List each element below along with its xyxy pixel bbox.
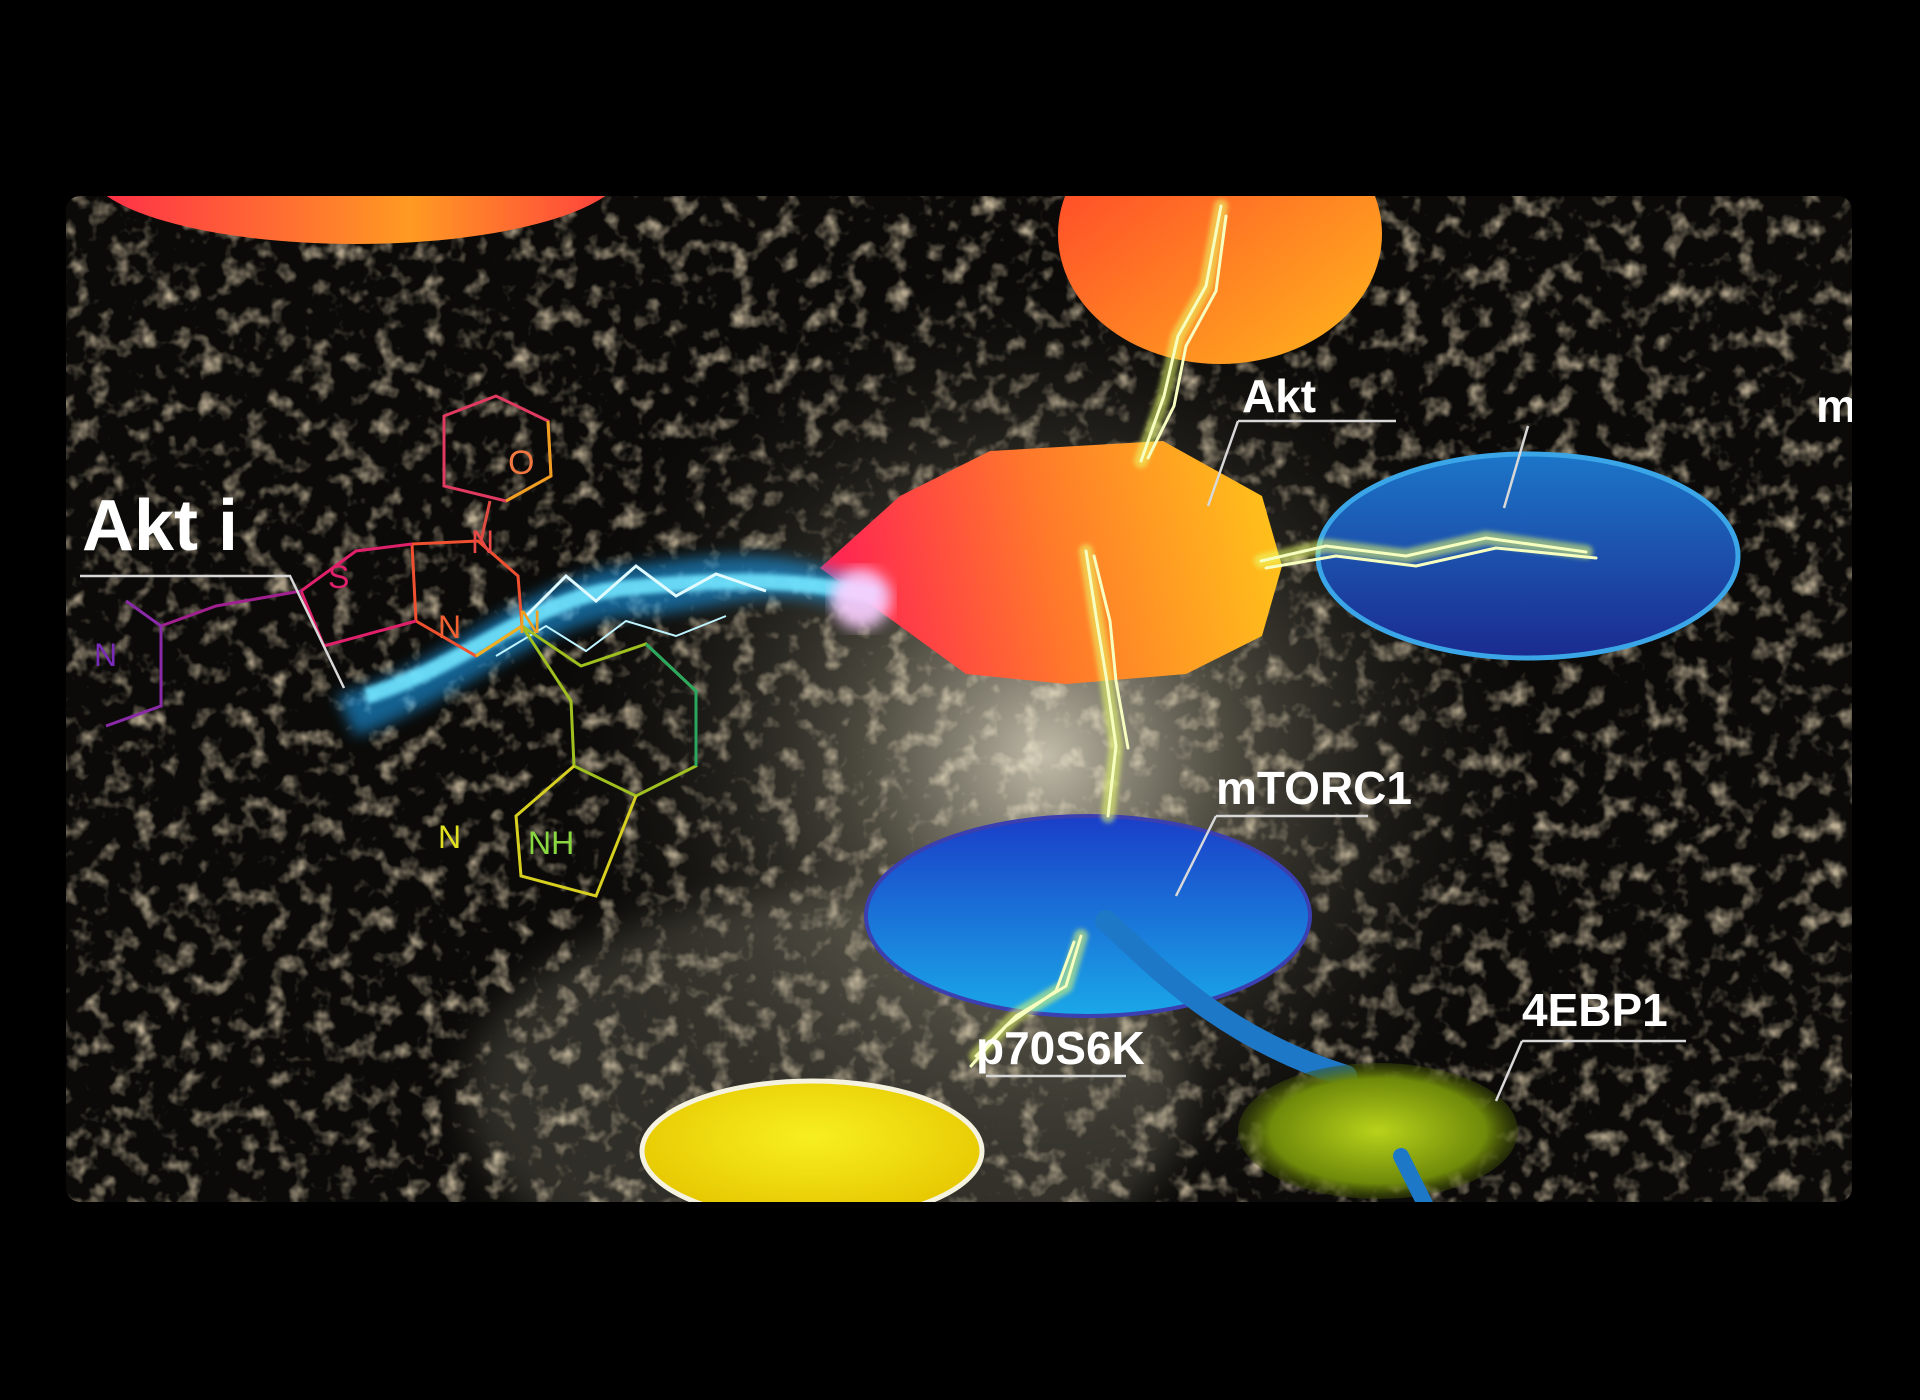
label-akt-inhibitor: Akt i	[82, 486, 238, 566]
atom-oxygen: O	[508, 444, 534, 482]
atom-pyrimidine-n-top: N	[518, 604, 541, 640]
inhibitor-beam	[336, 555, 891, 736]
mtorc2-protein	[1315, 451, 1741, 661]
mtorc1-protein	[864, 814, 1312, 1018]
atom-morpholine-n: N	[471, 524, 494, 560]
akt-protein	[820, 441, 1282, 684]
molecule-atom-labels: O N S N N N N NH	[94, 444, 574, 861]
p70s6k-protein	[639, 1078, 985, 1202]
label-p70s6k: p70S6K	[976, 1022, 1145, 1074]
inhibitor-molecule	[105, 394, 698, 898]
label-akt: Akt	[1242, 370, 1316, 422]
atom-piperazine-n: N	[94, 637, 117, 673]
upstream-protein	[1058, 196, 1382, 364]
4ebp1-protein	[1238, 1063, 1518, 1199]
pathway-diagram: O N S N N N N NH Akt i Akt mTORC1 p70S6K…	[66, 196, 1852, 1202]
label-leaders	[80, 419, 1686, 1102]
4ebp1-tether	[1393, 1148, 1433, 1202]
atom-sulfur: S	[328, 559, 349, 595]
label-mtorc2-partial: m	[1816, 380, 1852, 432]
atom-indazole-nh: NH	[528, 825, 574, 861]
animation-frame: O N S N N N N NH Akt i Akt mTORC1 p70S6K…	[66, 196, 1852, 1202]
mtorc1-tether	[1095, 910, 1357, 1087]
top-left-protein	[106, 196, 606, 244]
label-4ebp1: 4EBP1	[1522, 984, 1668, 1036]
atom-pyrimidine-n-bottom: N	[438, 609, 461, 645]
label-mtorc1: mTORC1	[1216, 762, 1412, 814]
atom-indazole-n: N	[438, 819, 461, 855]
activation-bolts	[969, 199, 1598, 1068]
